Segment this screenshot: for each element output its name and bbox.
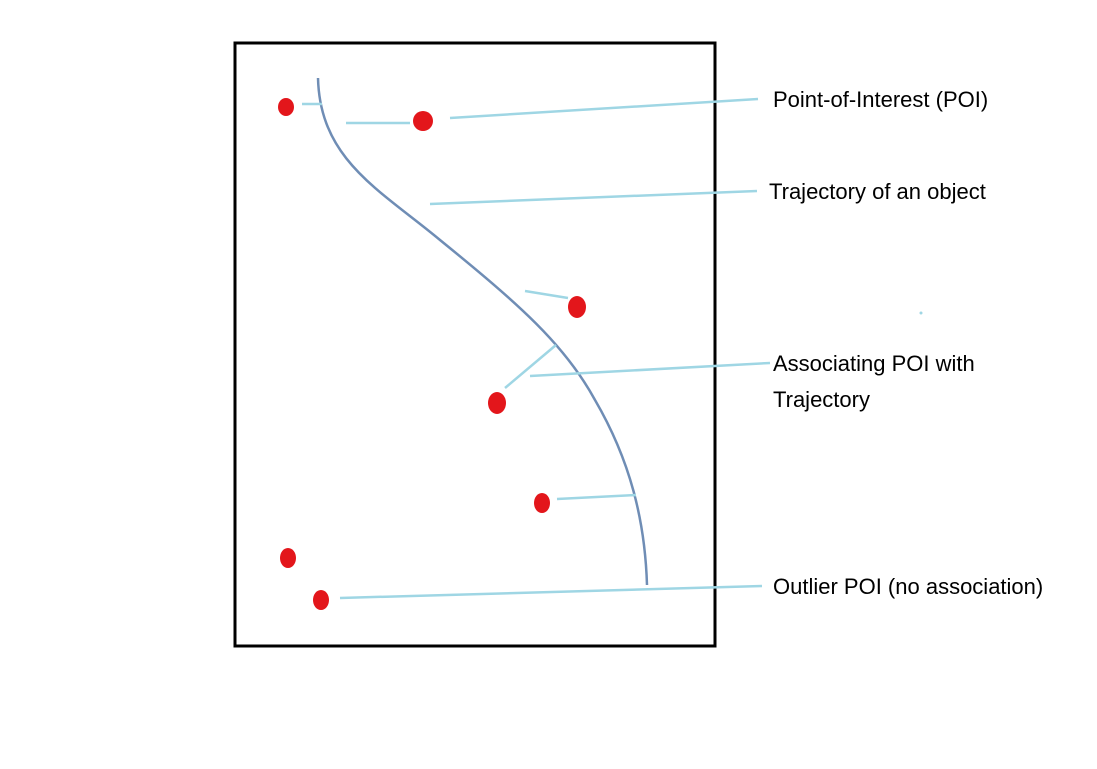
connector-poi-3 bbox=[524, 289, 569, 300]
poi-marker bbox=[413, 111, 433, 131]
outlier-poi-marker bbox=[280, 548, 296, 568]
poi-marker bbox=[534, 493, 550, 513]
trajectory-curve bbox=[316, 77, 649, 586]
callout-leaders bbox=[339, 97, 771, 600]
poi-marker bbox=[488, 392, 506, 414]
associating-label-line2: Trajectory bbox=[773, 387, 870, 412]
stray-dot bbox=[919, 311, 923, 315]
leader-poi bbox=[449, 97, 759, 120]
poi-marker bbox=[278, 98, 294, 116]
outlier-poi-marker bbox=[313, 590, 329, 610]
outlier-label: Outlier POI (no association) bbox=[773, 574, 1043, 599]
connector-poi-4 bbox=[504, 344, 557, 389]
association-connectors bbox=[302, 102, 637, 501]
leader-associating bbox=[529, 361, 771, 378]
leader-trajectory bbox=[429, 189, 758, 206]
trajectory-label: Trajectory of an object bbox=[769, 179, 986, 204]
poi-markers bbox=[278, 98, 586, 610]
leader-outlier bbox=[339, 584, 763, 600]
poi-marker bbox=[568, 296, 586, 318]
connector-poi-5 bbox=[556, 493, 637, 501]
poi-label: Point-of-Interest (POI) bbox=[773, 87, 988, 112]
diagram-frame bbox=[233, 41, 717, 648]
associating-label-line1: Associating POI with bbox=[773, 351, 975, 376]
